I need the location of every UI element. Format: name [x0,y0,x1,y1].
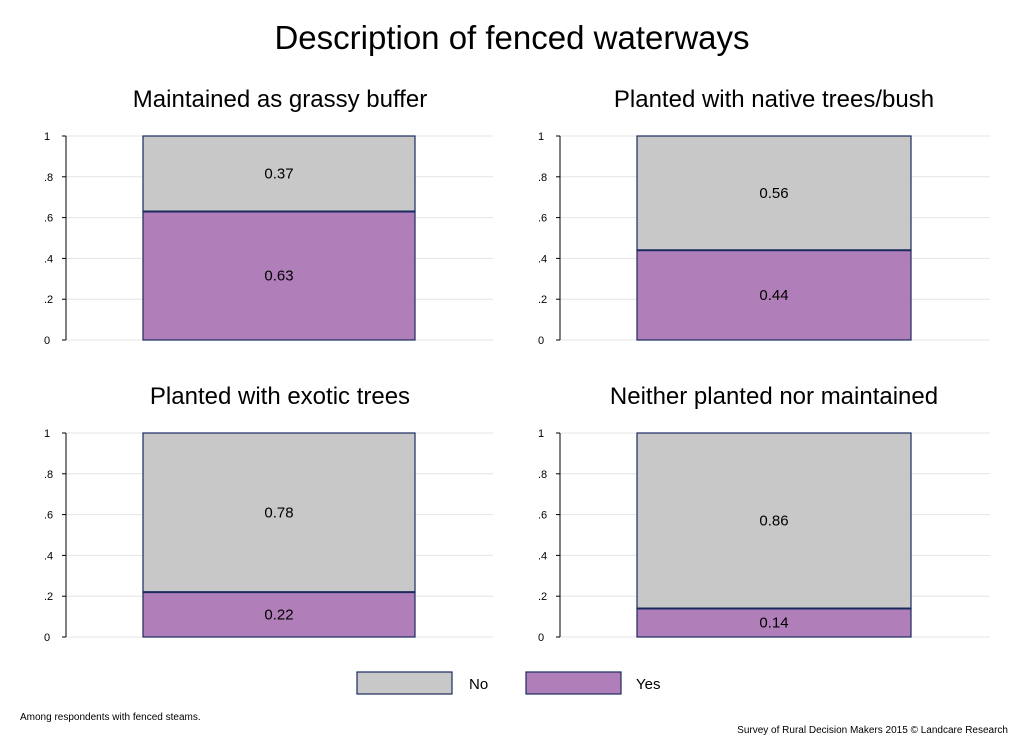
y-tick-label: .2 [538,294,547,306]
footnote-sample: Among respondents with fenced steams. [20,712,201,723]
y-tick-label: .8 [44,172,53,184]
y-tick-label: .2 [44,591,53,603]
y-tick-label: .6 [44,213,53,225]
panel-title: Maintained as grassy buffer [133,86,427,113]
panel-title: Neither planted nor maintained [610,383,938,410]
bar-segment-yes [636,249,912,341]
y-tick-label: 0 [44,632,50,644]
data-label-no: 0.56 [759,185,788,202]
y-tick-label: 0 [44,335,50,347]
y-tick-label: .8 [538,172,547,184]
panel-title: Planted with native trees/bush [614,86,934,113]
y-tick-label: 1 [538,428,544,440]
data-label-no: 0.78 [264,505,293,522]
y-tick-label: .6 [538,213,547,225]
bar-segment-no [142,135,416,213]
y-tick-label: 1 [538,131,544,143]
y-tick-label: .2 [538,591,547,603]
bar-segment-yes [142,210,416,341]
panel-title: Planted with exotic trees [150,383,410,410]
y-tick-label: .6 [44,510,53,522]
legend-swatch-yes [525,671,622,695]
chart-legend: No Yes [356,671,660,695]
y-tick-label: .8 [44,469,53,481]
y-tick-label: .4 [538,253,547,265]
bar-segment-no [636,135,912,251]
panel-neither-planted-nor-maintained: Neither planted nor maintained 0 .2 .4 .6 .8 1… [538,383,990,644]
data-label-no: 0.86 [759,513,788,530]
panel-maintained-as-grassy-buffer: Maintained as grassy buffer 0 .2 .4 .6 .8 1 0.6… [44,86,493,347]
y-tick-label: .4 [44,550,53,562]
legend-label-yes: Yes [636,676,660,693]
data-label-yes: 0.63 [264,268,293,285]
data-label-yes: 0.44 [759,287,788,304]
bar-segment-no [636,432,912,610]
panel-planted-with-native-trees-bush: Planted with native trees/bush 0 .2 .4 .6 .8 1… [538,86,990,347]
chart-title: Description of fenced waterways [274,19,749,56]
y-tick-label: 1 [44,428,50,440]
footnote-source: Survey of Rural Decision Makers 2015 © L… [737,725,1008,736]
y-tick-label: .6 [538,510,547,522]
y-tick-label: .4 [44,253,53,265]
y-tick-label: 1 [44,131,50,143]
y-tick-label: .4 [538,550,547,562]
bar-segment-yes [142,591,416,638]
legend-swatch-no [356,671,453,695]
y-tick-label: .2 [44,294,53,306]
data-label-no: 0.37 [264,166,293,183]
data-label-yes: 0.14 [759,615,788,632]
legend-label-no: No [469,676,488,693]
y-tick-label: 0 [538,335,544,347]
data-label-yes: 0.22 [264,607,293,624]
bar-segment-yes [636,607,912,638]
chart-panels: Maintained as grassy buffer0.2.4.6.810.6… [44,86,990,644]
panel-planted-with-exotic-trees: Planted with exotic trees 0 .2 .4 .6 .8 1 0.22 0… [44,383,493,644]
y-tick-label: 0 [538,632,544,644]
y-tick-label: .8 [538,469,547,481]
bar-segment-no [142,432,416,593]
